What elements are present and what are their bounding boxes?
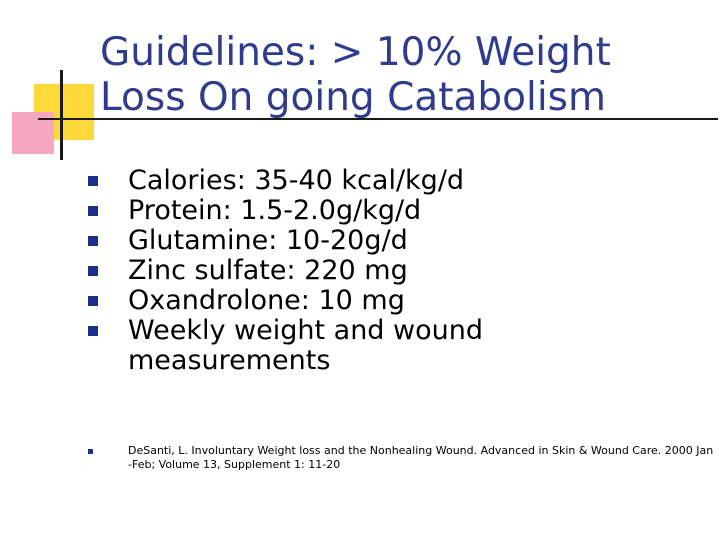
bullet-item-glutamine: Glutamine: 10-20g/d xyxy=(88,226,688,256)
reference-line-2: -Feb; Volume 13, Supplement 1: 11-20 xyxy=(128,458,341,471)
bullet-square-icon xyxy=(88,449,93,454)
bullet-text-line-2: measurements xyxy=(128,345,331,376)
reference-citation: DeSanti, L. Involuntary Weight loss and … xyxy=(88,444,720,472)
bullet-item-oxandrolone: Oxandrolone: 10 mg xyxy=(88,286,688,316)
slide-title-line-1: Guidelines: > 10% Weight xyxy=(100,30,611,75)
bullet-square-icon xyxy=(88,206,98,216)
bullet-item-protein: Protein: 1.5-2.0g/kg/d xyxy=(88,196,688,226)
bullet-list: Calories: 35-40 kcal/kg/d Protein: 1.5-2… xyxy=(88,166,688,382)
bullet-square-icon xyxy=(88,266,98,276)
bullet-text: Glutamine: 10-20g/d xyxy=(128,225,408,256)
bullet-item-weekly-measurements: Weekly weight and wound measurements xyxy=(88,316,688,382)
bullet-text: Calories: 35-40 kcal/kg/d xyxy=(128,165,465,196)
bullet-square-icon xyxy=(88,176,98,186)
bullet-text: Oxandrolone: 10 mg xyxy=(128,285,405,316)
bullet-item-calories: Calories: 35-40 kcal/kg/d xyxy=(88,166,688,196)
bullet-square-icon xyxy=(88,326,98,336)
bullet-item-zinc: Zinc sulfate: 220 mg xyxy=(88,256,688,286)
slide-title: Guidelines: > 10% Weight Loss On going C… xyxy=(100,30,700,120)
decorative-horizontal-line xyxy=(38,118,718,120)
bullet-text: Protein: 1.5-2.0g/kg/d xyxy=(128,195,422,226)
bullet-text-line-1: Weekly weight and wound xyxy=(128,315,483,346)
reference-line-1: DeSanti, L. Involuntary Weight loss and … xyxy=(128,444,714,457)
decorative-vertical-line xyxy=(60,70,63,160)
bullet-square-icon xyxy=(88,236,98,246)
bullet-text: Zinc sulfate: 220 mg xyxy=(128,255,408,286)
bullet-square-icon xyxy=(88,296,98,306)
slide-title-line-2: Loss On going Catabolism xyxy=(100,75,606,120)
